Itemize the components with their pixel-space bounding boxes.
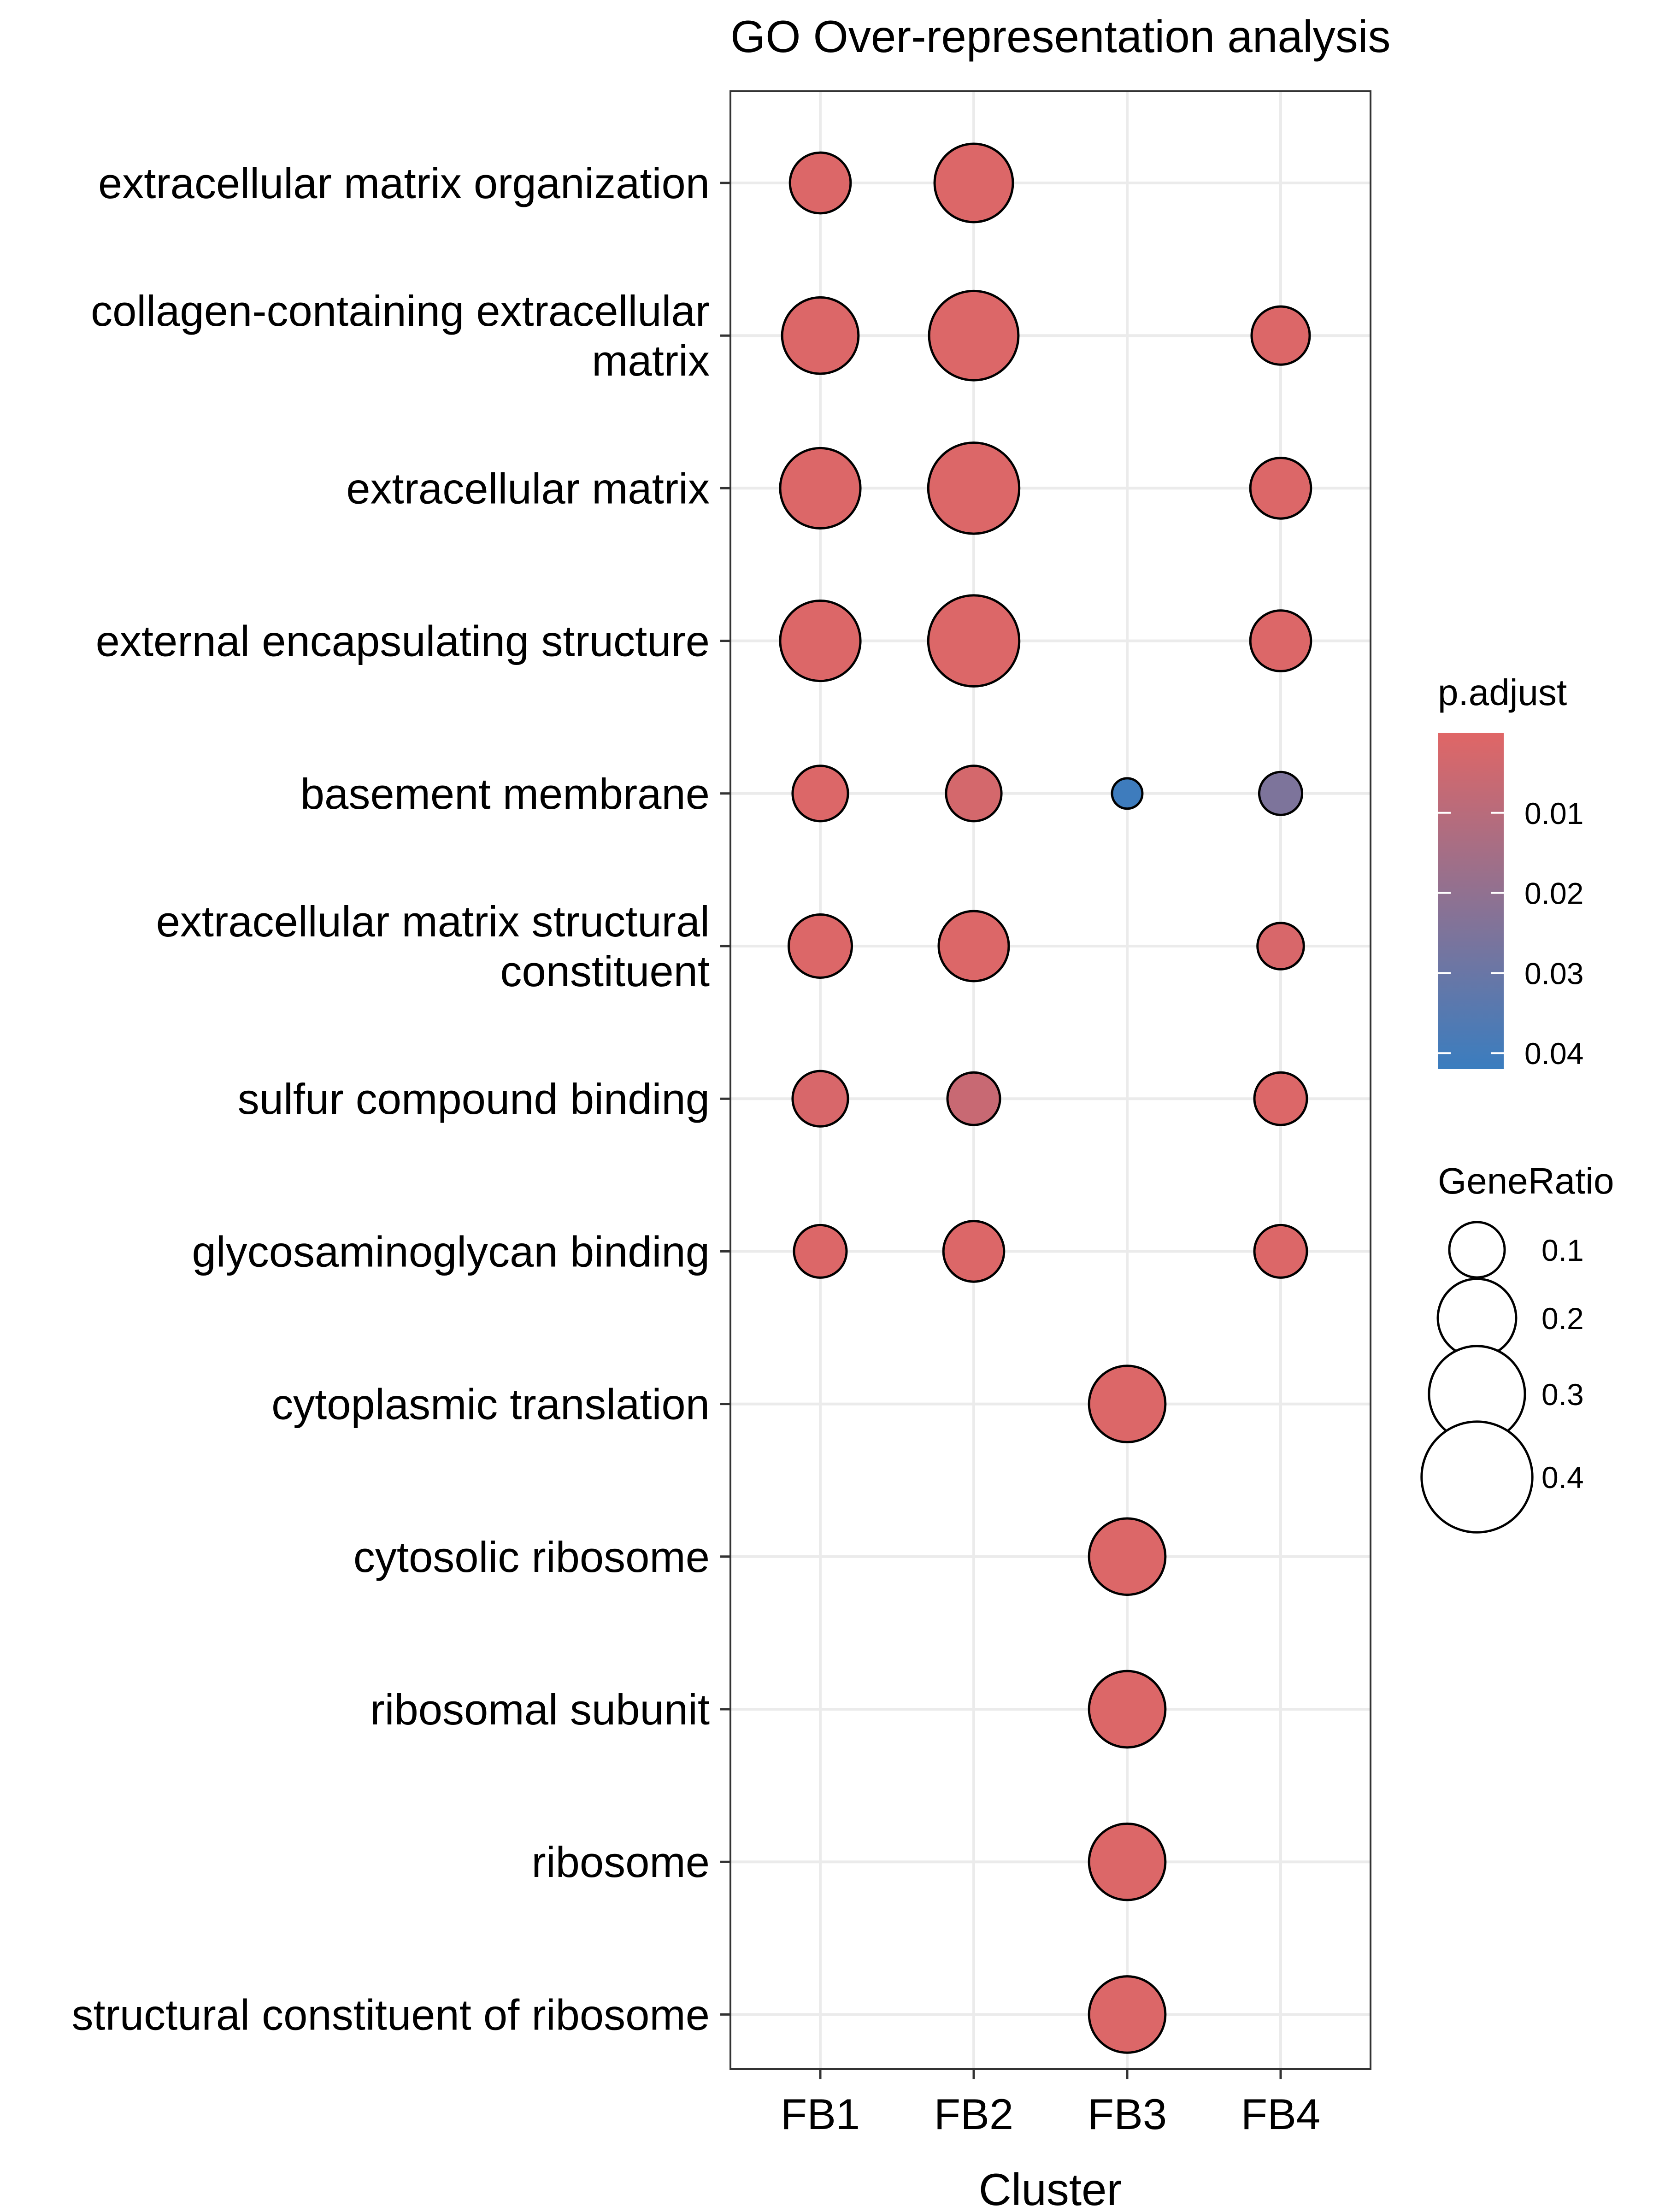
data-point xyxy=(1111,777,1144,810)
data-point xyxy=(1088,1670,1167,1749)
size-legend-key xyxy=(1448,1221,1506,1279)
size-legend-key xyxy=(1420,1420,1534,1534)
data-point xyxy=(937,910,1010,982)
data-point xyxy=(945,765,1003,823)
size-legend-label: 0.1 xyxy=(1541,1233,1584,1267)
size-legend-label: 0.2 xyxy=(1541,1301,1584,1335)
y-tick-label: extracellular matrix organization xyxy=(98,159,710,207)
color-legend-ticks: 0.01 0.02 0.03 0.04 xyxy=(1438,796,1583,1071)
y-tick-label: ribosome xyxy=(531,1838,710,1886)
data-point xyxy=(1249,609,1312,672)
y-tick-label: extracellular matrix structural xyxy=(156,897,710,946)
size-legend-title: GeneRatio xyxy=(1438,1160,1614,1201)
color-tick-label: 0.04 xyxy=(1524,1036,1583,1071)
x-axis-title: Cluster xyxy=(979,2164,1122,2212)
data-point xyxy=(793,1224,848,1279)
y-tick-label: sulfur compound binding xyxy=(238,1075,710,1123)
data-points xyxy=(779,142,1312,2054)
y-tick-label: glycosaminoglycan binding xyxy=(192,1227,710,1276)
y-tick-label: extracellular matrix xyxy=(346,464,710,512)
y-tick-label: structural constituent of ribosome xyxy=(71,1990,710,2039)
data-point xyxy=(1256,922,1305,971)
data-point xyxy=(1258,771,1304,816)
color-legend: p.adjust 0.01 0.02 0.03 0.04 xyxy=(1438,672,1583,1071)
panel-border xyxy=(729,90,1371,2070)
color-legend-title: p.adjust xyxy=(1438,672,1567,713)
data-point xyxy=(1088,1975,1167,2054)
data-point xyxy=(1253,1071,1308,1126)
data-point xyxy=(791,1070,849,1128)
x-tick-label: FB4 xyxy=(1241,2090,1320,2138)
data-point xyxy=(1250,305,1311,366)
size-legend-keys: 0.1 0.2 0.3 0.4 xyxy=(1420,1221,1584,1534)
size-legend-label: 0.4 xyxy=(1541,1460,1584,1494)
x-tick-label: FB1 xyxy=(781,2090,860,2138)
data-point xyxy=(781,296,860,375)
size-legend: GeneRatio 0.1 0.2 0.3 0.4 xyxy=(1420,1160,1614,1534)
data-point xyxy=(946,1071,1001,1126)
y-tick-label: cytosolic ribosome xyxy=(353,1533,710,1581)
color-tick-label: 0.03 xyxy=(1524,956,1583,990)
color-bar xyxy=(1438,733,1504,1069)
data-point xyxy=(933,142,1014,224)
x-axis: FB1 FB2 FB3 FB4 xyxy=(781,2069,1320,2138)
data-point xyxy=(788,151,852,215)
color-tick-label: 0.02 xyxy=(1524,877,1583,911)
y-tick-label: ribosomal subunit xyxy=(370,1685,710,1734)
data-point xyxy=(1088,1517,1167,1596)
data-point xyxy=(1088,1365,1167,1443)
data-point xyxy=(927,441,1021,535)
y-tick-label: cytoplasmic translation xyxy=(271,1380,710,1429)
data-point xyxy=(779,600,862,682)
y-tick-label: constituent xyxy=(500,947,710,995)
data-point xyxy=(1253,1224,1308,1279)
chart-title: GO Over-representation analysis xyxy=(730,11,1390,62)
data-point xyxy=(779,447,862,529)
x-tick-label: FB2 xyxy=(934,2090,1013,2138)
data-point xyxy=(791,765,849,823)
size-legend-label: 0.3 xyxy=(1541,1377,1584,1412)
data-point xyxy=(787,913,853,979)
y-tick-label: external encapsulating structure xyxy=(96,617,710,665)
color-tick-label: 0.01 xyxy=(1524,796,1583,830)
y-tick-label: matrix xyxy=(592,336,710,385)
y-tick-label: basement membrane xyxy=(300,770,710,818)
data-point xyxy=(927,594,1021,688)
x-tick-label: FB3 xyxy=(1088,2090,1167,2138)
data-point xyxy=(1088,1822,1167,1901)
data-point xyxy=(1249,457,1312,520)
y-tick-label: collagen-containing extracellular xyxy=(91,287,710,335)
y-axis: extracellular matrix organization collage… xyxy=(71,159,730,2039)
data-point xyxy=(942,1220,1006,1283)
data-point xyxy=(928,289,1020,382)
